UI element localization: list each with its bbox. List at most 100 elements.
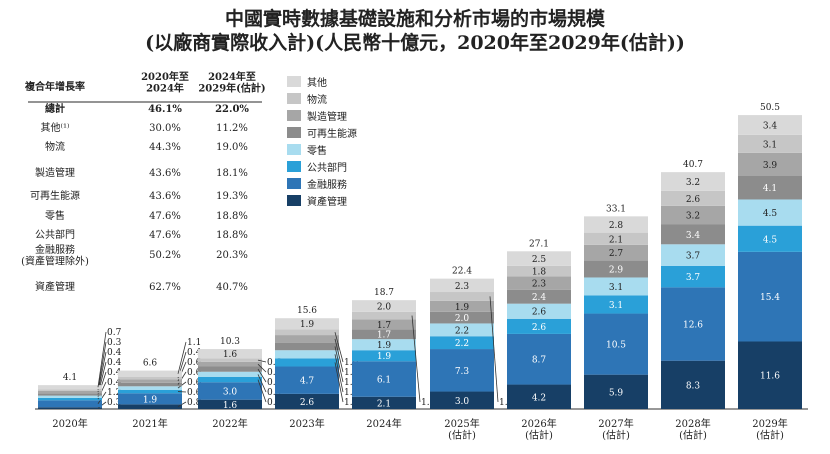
bar-value-label: 0.6 <box>187 368 202 378</box>
bar-value-label: 8.7 <box>532 356 547 366</box>
table-row-label: 其他⁽¹⁾ <box>41 121 70 134</box>
bar-value-label: 2.0 <box>455 314 470 324</box>
bar-value-label: 0.9 <box>267 398 282 408</box>
bar-segment <box>507 318 571 334</box>
leader-line <box>97 341 107 391</box>
bar-segment <box>275 350 339 359</box>
leader-line <box>334 338 344 373</box>
table-header-1: 2020年至 2024年 <box>141 70 189 95</box>
leader-line <box>97 331 107 388</box>
bar-value-label: 4.5 <box>763 209 778 219</box>
leader-line <box>334 362 344 403</box>
bar-value-label: 1.6 <box>223 401 238 411</box>
bar-segment <box>118 376 182 380</box>
x-tick-label: 2028年(估計) <box>675 417 710 442</box>
bar-segment <box>275 366 339 394</box>
table-row-label: 總計 <box>45 102 65 115</box>
bar-segment <box>118 370 182 377</box>
bar-value-label: 0.9 <box>267 388 282 398</box>
bar-value-label: 2.6 <box>532 323 547 333</box>
legend-label: 公共部門 <box>307 161 347 174</box>
legend-swatch <box>287 93 301 104</box>
bar-value-label: 4.7 <box>300 377 315 387</box>
table-row-label: 零售 <box>45 209 65 222</box>
bar-value-label: 1.7 <box>377 321 392 331</box>
bar-value-label: 7.3 <box>455 367 470 377</box>
bar-value-label: 3.7 <box>686 252 701 262</box>
bar-segment <box>430 278 494 293</box>
bar-value-label: 4.1 <box>763 184 777 194</box>
bar-segment <box>430 292 494 301</box>
bar-segment <box>38 400 102 408</box>
bar-total-label: 27.1 <box>529 239 549 249</box>
legend-swatch <box>287 178 301 189</box>
bar-segment <box>198 399 262 409</box>
bar-value-label: 6.1 <box>377 376 391 386</box>
bar-segment <box>738 134 802 153</box>
bar-value-label: 0.6 <box>187 358 202 368</box>
table-cell-2020-2024: 62.7% <box>149 282 181 293</box>
bar-segment <box>38 393 102 396</box>
bar-value-label: 1.9 <box>143 395 158 405</box>
bar-value-label: 2.1 <box>377 399 391 409</box>
chart-title: 中國實時數據基礎設施和分析市場的市場規模 <box>224 8 605 30</box>
bar-segment <box>198 358 262 362</box>
bar-value-label: 3.1 <box>763 140 777 150</box>
bar-value-label: 2.2 <box>455 326 469 336</box>
bar-segment <box>38 385 102 390</box>
bar-value-label: 2.9 <box>609 266 624 276</box>
leader-line <box>334 346 344 383</box>
bar-value-label: 0.6 <box>267 358 282 368</box>
legend-swatch <box>287 195 301 206</box>
bar-value-label: 2.0 <box>377 302 392 312</box>
x-tick-label: 2025年(估計) <box>444 417 479 442</box>
bar-segment <box>661 244 725 266</box>
bar-segment <box>584 244 648 261</box>
bar-value-label: 1.0 <box>344 358 359 368</box>
bar-segment <box>352 361 416 397</box>
bar-value-label: 2.3 <box>532 279 547 289</box>
legend-swatch <box>287 144 301 155</box>
table-cell-2024-2029: 19.0% <box>216 142 248 153</box>
bar-value-label: 1.2 <box>107 388 121 398</box>
x-tick-label: 2026年(估計) <box>521 417 556 442</box>
bar-segment <box>38 390 102 394</box>
bar-segment <box>118 389 182 394</box>
leader-line <box>257 359 267 363</box>
bar-value-label: 3.7 <box>686 273 701 283</box>
table-row-label: 製造管理 <box>35 166 75 179</box>
leader-line <box>257 379 267 403</box>
bar-value-label: 2.4 <box>532 293 547 303</box>
table-cell-2020-2024: 50.2% <box>149 250 181 261</box>
bar-segment <box>661 265 725 288</box>
bar-segment <box>38 395 102 398</box>
bar-value-label: 11.6 <box>760 372 780 382</box>
bar-value-label: 2.3 <box>455 282 470 292</box>
bar-value-label: 0.4 <box>107 378 122 388</box>
bar-value-label: 1.4 <box>344 398 359 408</box>
bar-value-label: 2.8 <box>609 221 624 231</box>
bar-segment <box>507 276 571 290</box>
bar-total-label: 40.7 <box>683 160 703 170</box>
bar-value-label: 0.6 <box>187 388 202 398</box>
table-cell-2024-2029: 18.1% <box>216 168 248 179</box>
bar-segment <box>738 225 802 252</box>
bar-segment <box>584 313 648 375</box>
x-tick-label: 2021年 <box>132 417 167 430</box>
table-row-label: 物流 <box>45 140 65 153</box>
leader-line <box>489 296 499 403</box>
bar-segment <box>507 289 571 304</box>
bar-segment <box>118 404 182 409</box>
bar-segment <box>507 384 571 409</box>
bar-value-label: 3.2 <box>686 178 700 188</box>
bar-segment <box>352 319 416 330</box>
legend-label: 金融服務 <box>307 178 347 191</box>
bar-segment <box>507 333 571 385</box>
bar-segment <box>661 287 725 361</box>
bar-value-label: 3.1 <box>609 283 623 293</box>
bar-value-label: 4.5 <box>763 235 778 245</box>
table-header-2: 2024年至 2029年(估計) <box>198 70 265 95</box>
table-cell-2024-2029: 18.8% <box>216 211 248 222</box>
x-tick-label: 2027年(估計) <box>598 417 633 442</box>
